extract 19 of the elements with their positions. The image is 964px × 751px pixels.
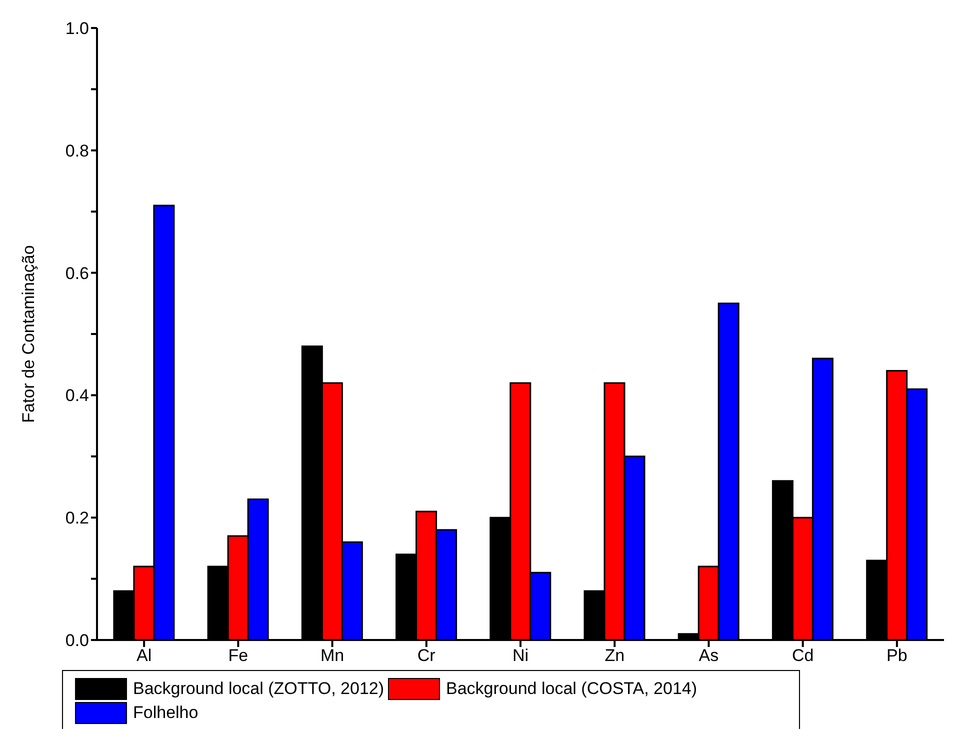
x-tick-label: Cd: [792, 646, 814, 666]
x-tick-label: Pb: [886, 646, 908, 666]
legend-label: Background local (COSTA, 2014): [446, 679, 698, 699]
y-tick-label: 1.0: [65, 19, 89, 38]
y-tick-label: 0.8: [65, 141, 89, 160]
y-tick-label: 0.2: [65, 508, 89, 528]
x-tick-label: Al: [136, 646, 152, 666]
legend-label: Folhelho: [133, 703, 198, 723]
y-axis-title: Fator de Contaminação: [19, 245, 38, 423]
legend-label: Background local (ZOTTO, 2012): [133, 679, 384, 699]
x-tick-label: As: [698, 646, 719, 666]
x-tick-label: Fe: [228, 646, 248, 666]
y-tick-label: 0.4: [65, 386, 89, 406]
x-tick-label: Cr: [417, 646, 436, 666]
x-tick-label: Mn: [320, 646, 344, 666]
y-tick-label: 0.0: [65, 631, 89, 650]
y-tick-label: 0.6: [65, 264, 89, 283]
x-tick-label: Ni: [512, 646, 529, 666]
x-tick-label: Zn: [604, 646, 625, 666]
